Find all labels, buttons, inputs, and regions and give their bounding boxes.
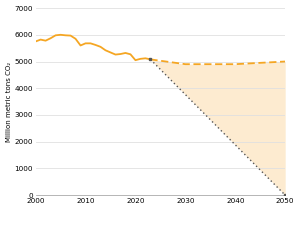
- Y-axis label: Million metric tons CO₂: Million metric tons CO₂: [6, 62, 12, 142]
